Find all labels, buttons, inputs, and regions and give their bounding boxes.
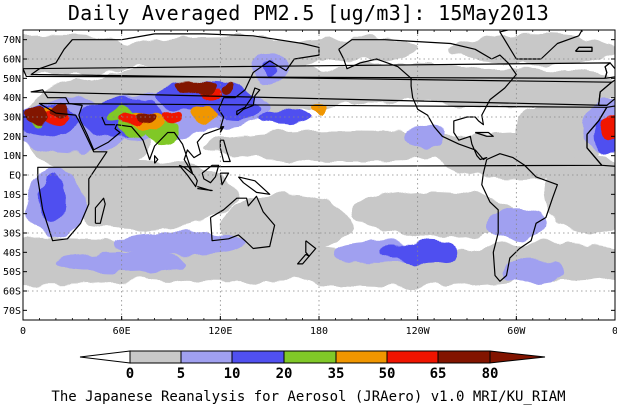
coastline-4: [178, 164, 198, 188]
colorbar-segment: [489, 350, 546, 364]
lon-tick-label: 180: [310, 326, 328, 337]
colorbar-segment: [180, 350, 233, 364]
lon-tick-label: 60W: [507, 326, 526, 337]
lat-tick-label: 70N: [3, 35, 21, 46]
colorbar-label: 0: [126, 366, 134, 382]
lat-tick-label: 40N: [3, 93, 21, 104]
colorbar-label: 50: [379, 366, 396, 382]
coastline-10: [209, 195, 276, 250]
coastline-18: [94, 197, 106, 224]
coastline-15: [475, 131, 494, 137]
colorbar-segment: [437, 350, 491, 364]
lat-tick-label: EQ: [9, 171, 21, 182]
colorbar-label: 20: [276, 366, 293, 382]
coastline-13: [338, 39, 517, 161]
lat-tick-label: 60N: [3, 55, 21, 66]
coastline-0: [37, 102, 608, 242]
coastline-1: [30, 33, 613, 174]
lat-tick-label: 30S: [3, 229, 21, 240]
longitude-ticks: 0 60E 120E 180 120W 60W 0: [20, 30, 617, 337]
lon-tick-label: 0: [20, 326, 26, 337]
lat-tick-label: 50N: [3, 74, 21, 85]
coastline-2: [101, 116, 116, 126]
gridlines: [23, 30, 615, 320]
coastline-19: [154, 155, 159, 164]
latitude-ticks: 70N 60N 50N 40N 30N 20N 10N EQ 10S 20S 30S 40S 50S 60…: [3, 35, 615, 317]
coastline-14: [499, 30, 583, 60]
coastline-3: [236, 87, 261, 116]
lat-tick-label: 20S: [3, 209, 21, 220]
coastline-6: [201, 164, 220, 184]
lat-tick-label: 30N: [3, 113, 21, 124]
colorbar-label: 80: [482, 366, 499, 382]
colorbar-segment: [231, 350, 285, 364]
coastline-12: [297, 253, 310, 265]
lat-tick-label: 50S: [3, 267, 21, 278]
colorbar-label: 65: [430, 366, 447, 382]
colorbar-segment: [283, 350, 337, 364]
map-title: Daily Averaged PM2.5 [ug/m3]: 15May2013: [67, 1, 550, 25]
colorbar-segment: [129, 350, 182, 364]
coastline-7: [219, 172, 230, 186]
lon-tick-label: 0: [612, 326, 617, 337]
coastline-8: [237, 176, 271, 195]
footer-credit: The Japanese Reanalysis for Aerosol (JRA…: [51, 389, 566, 405]
coastline-5: [197, 186, 213, 192]
lat-tick-label: 60S: [3, 287, 21, 298]
lon-tick-label: 120W: [406, 326, 431, 337]
lat-tick-label: 10S: [3, 190, 21, 201]
coastline-wrap-21: [575, 46, 593, 52]
colorbar-labels: 0 5 10 20 35 50 65 80: [126, 366, 499, 382]
lon-tick-label: 60E: [113, 326, 131, 337]
lat-tick-label: 70S: [3, 306, 21, 317]
colorbar-label: 35: [328, 366, 345, 382]
coastline-wrap-17: [604, 62, 615, 79]
lon-tick-label: 120E: [208, 326, 232, 337]
coastline-16: [481, 153, 558, 282]
colorbar: [79, 350, 546, 364]
colorbar-segment: [386, 350, 439, 364]
lat-tick-label: 40S: [3, 248, 21, 259]
colorbar-segment: [79, 350, 131, 364]
pm25-field: [23, 33, 615, 288]
lat-tick-label: 20N: [3, 132, 21, 143]
coastline-20: [219, 126, 225, 133]
colorbar-label: 5: [177, 366, 185, 382]
coastlines: [23, 30, 615, 282]
colorbar-label: 10: [224, 366, 241, 382]
lat-tick-label: 10N: [3, 151, 21, 162]
colorbar-segment: [335, 350, 388, 364]
